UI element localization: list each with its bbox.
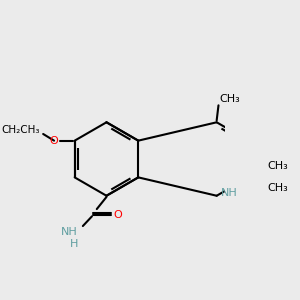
Text: O: O <box>50 136 58 146</box>
Text: H: H <box>70 239 78 249</box>
Text: O: O <box>113 209 122 220</box>
Text: CH₂CH₃: CH₂CH₃ <box>1 125 40 135</box>
Text: CH₃: CH₃ <box>219 94 240 104</box>
Text: NH: NH <box>221 188 238 198</box>
Text: CH₃: CH₃ <box>268 183 289 193</box>
Text: CH₃: CH₃ <box>268 161 289 172</box>
Text: NH: NH <box>61 227 78 237</box>
